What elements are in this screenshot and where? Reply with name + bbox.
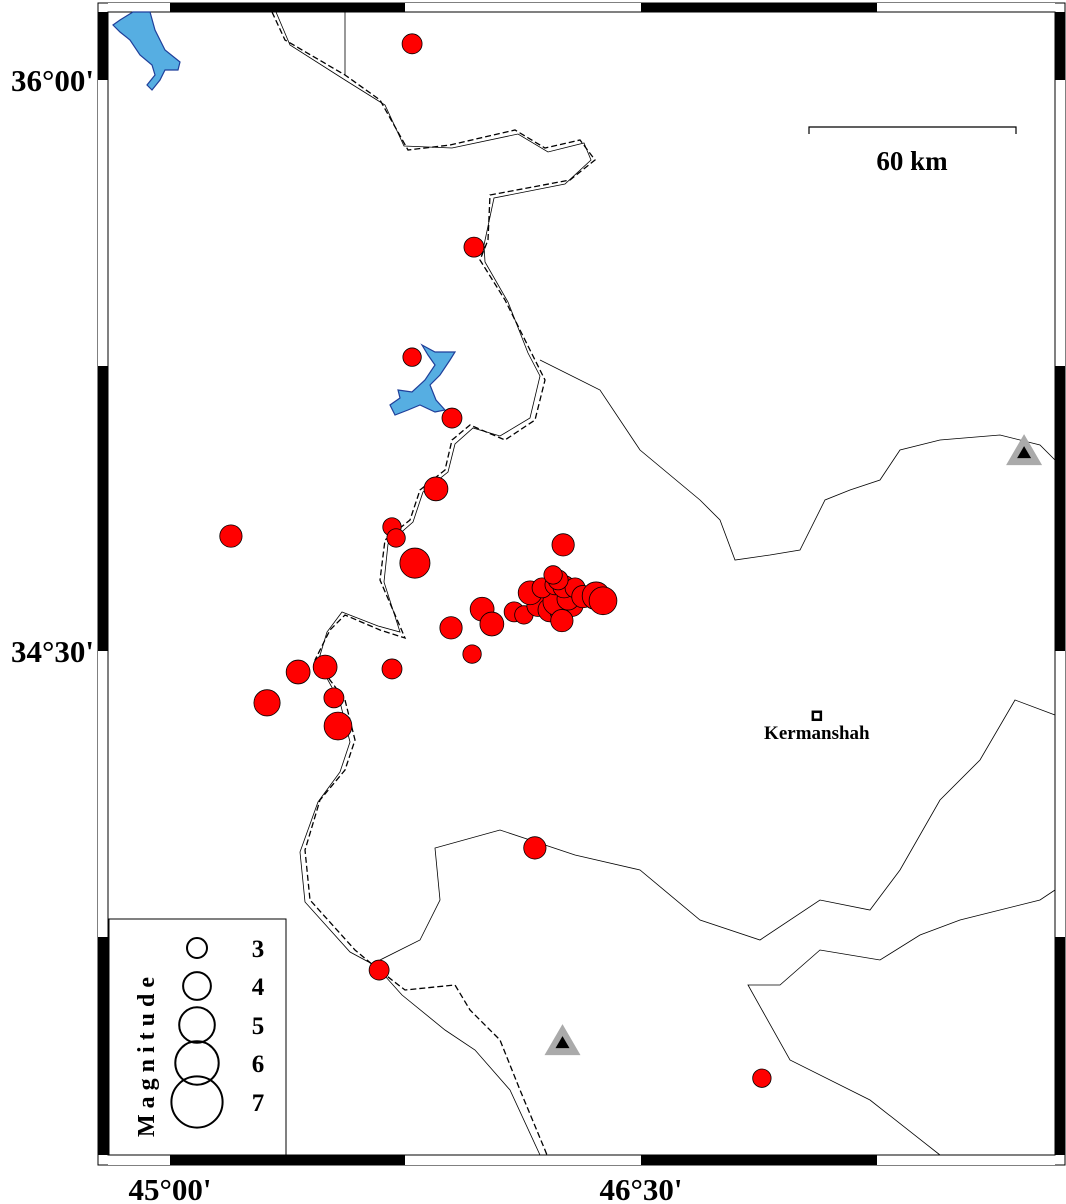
province-boundary-south — [379, 699, 1056, 961]
city-marker: Kermanshah — [764, 710, 870, 744]
station-inner-triangle — [555, 1036, 570, 1049]
frame-bar-left — [98, 651, 108, 937]
legend-magnitude-label: 3 — [252, 936, 265, 963]
earthquake-event — [523, 836, 547, 860]
frame-bar-right — [1055, 651, 1065, 937]
earthquake-event — [386, 528, 406, 548]
earthquake-event — [312, 654, 338, 680]
earthquake-event — [368, 959, 390, 981]
earthquake-event — [323, 711, 353, 741]
lon-tick-label-west: 45°00' — [128, 1172, 211, 1204]
frame-bar-bottom — [641, 1155, 877, 1165]
earthquake-event — [423, 476, 449, 502]
frame-tick-bars — [98, 3, 1065, 1165]
legend-circle — [170, 1075, 224, 1129]
earthquake-event — [441, 407, 463, 429]
frame-bar-bottom — [405, 1155, 641, 1165]
earthquake-event — [285, 659, 311, 685]
legend-circle — [174, 1040, 220, 1086]
legend-circle — [182, 971, 212, 1001]
frame-bar-left — [98, 12, 108, 80]
earthquake-event — [543, 565, 563, 585]
earthquake-event — [550, 609, 574, 633]
frame-bar-top — [405, 3, 641, 12]
earthquake-event — [439, 616, 463, 640]
frame-bar-top — [170, 3, 405, 12]
earthquake-event — [253, 689, 281, 717]
frame-bar-bottom — [170, 1155, 405, 1165]
earthquake-event — [479, 611, 505, 637]
axis-labels: 45°00' 46°30' 36°00' 34°30' — [11, 63, 683, 1204]
earthquake-event — [402, 347, 422, 367]
frame-bar-bottom — [108, 1155, 170, 1165]
station-triangle-icon — [544, 1024, 581, 1056]
earthquake-event — [381, 658, 403, 680]
earthquake-events — [219, 33, 772, 1088]
city-square-icon — [811, 710, 823, 722]
lat-tick-label-south: 34°30' — [11, 634, 94, 669]
frame-bar-right — [1055, 366, 1065, 651]
border-dashed — [271, 11, 596, 1156]
station-triangle-icon — [1006, 434, 1043, 466]
earthquake-event — [399, 547, 431, 579]
scale-bar: 60 km — [808, 126, 1017, 176]
earthquake-event — [219, 524, 243, 548]
frame-bar-left — [98, 366, 108, 651]
legend-magnitude-label: 4 — [252, 974, 265, 1001]
earthquake-event — [323, 687, 345, 709]
earthquake-event — [463, 236, 485, 258]
seismic-stations — [544, 434, 1043, 1056]
station-inner-triangle — [1017, 446, 1032, 459]
frame-bar-right — [1055, 12, 1065, 80]
earthquake-event — [551, 533, 575, 557]
frame-bar-left — [98, 937, 108, 1155]
province-boundary-north — [344, 12, 1056, 561]
legend-magnitude-label: 7 — [252, 1090, 265, 1117]
earthquake-event — [401, 33, 423, 55]
lake-central — [389, 343, 457, 416]
legend-items: 3 4 5 6 7 — [170, 936, 265, 1129]
lat-tick-label-north: 36°00' — [11, 63, 94, 98]
scale-bar-line — [808, 126, 1017, 134]
lon-tick-label-east: 46°30' — [599, 1172, 682, 1204]
legend-circle — [186, 937, 208, 959]
legend-title: Magnitude — [134, 971, 160, 1137]
legend: Magnitude 3 4 5 6 7 — [108, 918, 287, 1156]
frame-bar-top — [641, 3, 877, 12]
legend-magnitude-label: 6 — [252, 1051, 265, 1078]
frame-bar-right — [1055, 937, 1065, 1155]
frame-bar-top — [877, 3, 1055, 12]
lakes — [112, 11, 457, 416]
city-label: Kermanshah — [764, 723, 870, 744]
legend-circle — [178, 1006, 216, 1044]
frame-bar-left — [98, 80, 108, 366]
lake-north — [112, 11, 181, 91]
earthquake-event — [752, 1068, 772, 1088]
scale-bar-label: 60 km — [876, 146, 948, 176]
legend-magnitude-label: 5 — [252, 1013, 265, 1040]
frame-bar-right — [1055, 80, 1065, 366]
province-boundary-southeast — [747, 889, 1056, 1156]
frame-bar-bottom — [877, 1155, 1055, 1165]
earthquake-event — [462, 644, 482, 664]
earthquake-event — [588, 586, 618, 616]
frame-bar-top — [108, 3, 170, 12]
